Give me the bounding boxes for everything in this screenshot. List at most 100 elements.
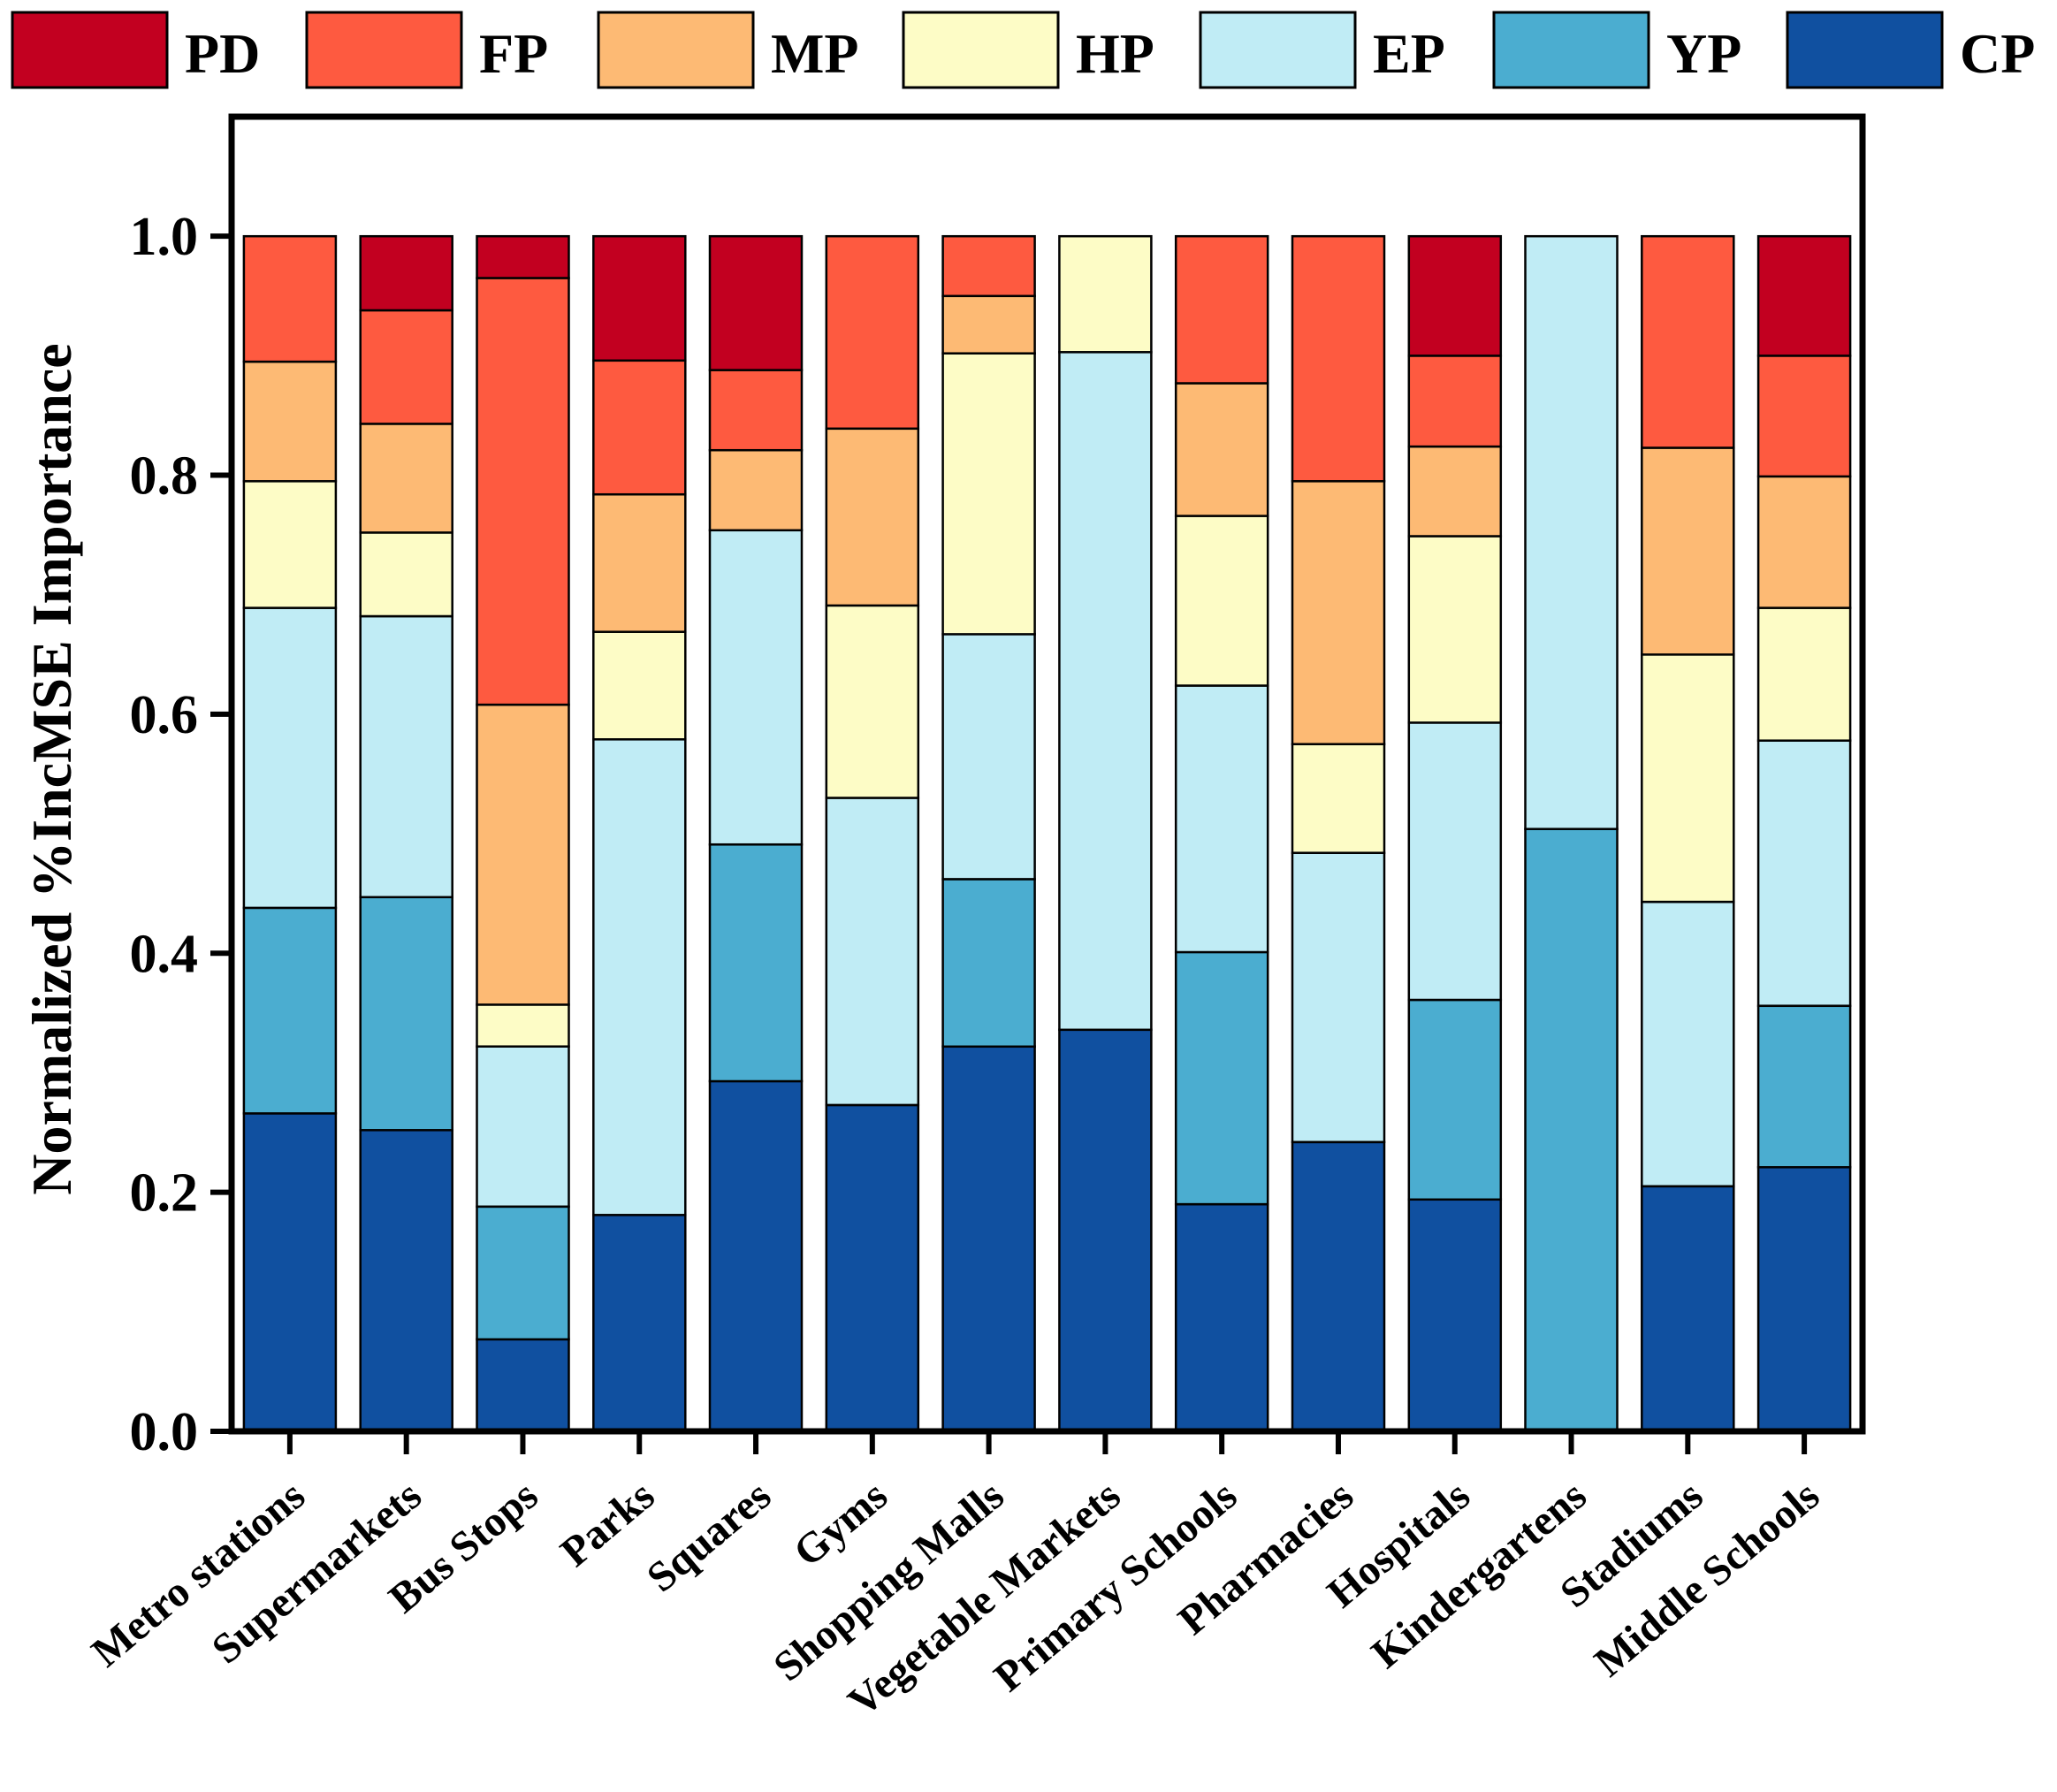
bar-segment-fp (1291, 234, 1386, 483)
legend-label: MP (771, 22, 859, 85)
bar-segment-hp (1407, 535, 1503, 724)
bar-segment-yp (1174, 950, 1269, 1206)
legend-swatch (11, 11, 169, 89)
bar-segment-yp (359, 896, 453, 1132)
bar-segment-cp (592, 1214, 687, 1433)
bar-segment-mp (476, 703, 570, 1006)
bar-segment-pd (1407, 234, 1503, 357)
bar-segment-ep (242, 606, 338, 910)
bar-stacks (242, 234, 1852, 1433)
bar-stack (1291, 234, 1386, 1433)
bar-segment-ep (476, 1045, 570, 1209)
bar-stack (592, 234, 687, 1433)
bar-segment-mp (825, 427, 920, 607)
legend-item-yp: YP (1492, 11, 1741, 89)
legend-swatch (1199, 11, 1357, 89)
legend-swatch (1492, 11, 1650, 89)
bar-segment-fp (1174, 234, 1269, 385)
bar-segment-pd (708, 234, 804, 371)
legend-item-fp: FP (305, 11, 548, 89)
legend-label: CP (1960, 22, 2035, 85)
bar-segment-hp (1174, 515, 1269, 687)
bar-segment-yp (1756, 1004, 1852, 1169)
bar-segment-fp (941, 234, 1036, 298)
y-axis: 0.0 0.2 0.4 0.6 0.8 1.0 (130, 207, 232, 1462)
x-tick-label: Squares (638, 1472, 780, 1601)
bar-stack (242, 234, 338, 1433)
bar-stack (708, 234, 804, 1433)
bar-segment-yp (1524, 827, 1619, 1433)
bar-segment-pd (592, 234, 687, 362)
bar-segment-cp (1756, 1165, 1852, 1433)
bar-segment-hp (359, 531, 453, 618)
bar-segment-yp (242, 906, 338, 1115)
bar-segment-cp (359, 1129, 453, 1433)
bar-segment-fp (359, 309, 453, 425)
bar-stack (1524, 234, 1619, 1433)
bar-segment-cp (1291, 1140, 1386, 1433)
bar-segment-mp (359, 423, 453, 534)
bar-segment-hp (592, 630, 687, 741)
y-tick-label: 0.6 (130, 685, 199, 745)
legend-item-pd: PD (11, 11, 260, 89)
y-tick-label: 1.0 (130, 207, 199, 267)
bar-segment-pd (1756, 234, 1852, 357)
bar-segment-ep (592, 738, 687, 1216)
y-tick-label: 0.4 (130, 924, 199, 984)
bar-stack (1641, 234, 1735, 1433)
bar-segment-mp (708, 448, 804, 532)
bar-segment-fp (1756, 355, 1852, 478)
legend-label: FP (479, 22, 548, 85)
bar-segment-yp (708, 843, 804, 1083)
bar-segment-cp (708, 1079, 804, 1433)
legend-label: PD (185, 22, 260, 85)
bar-segment-fp (242, 234, 338, 363)
bar-segment-ep (1058, 351, 1153, 1032)
legend-swatch (902, 11, 1060, 89)
bar-segment-fp (1641, 234, 1735, 449)
bar-segment-mp (1174, 382, 1269, 517)
bar-segment-hp (1291, 743, 1386, 854)
legend-item-cp: CP (1786, 11, 2035, 89)
bar-segment-ep (1174, 684, 1269, 954)
bar-segment-cp (476, 1338, 570, 1433)
bar-stack (476, 234, 570, 1433)
bar-segment-ep (825, 797, 920, 1107)
bar-segment-ep (1641, 900, 1735, 1188)
bar-segment-ep (1524, 234, 1619, 830)
bar-segment-yp (941, 878, 1036, 1049)
bar-segment-cp (1407, 1198, 1503, 1433)
bar-segment-mp (1291, 480, 1386, 745)
bar-segment-ep (708, 529, 804, 846)
bar-segment-yp (1407, 998, 1503, 1201)
legend-label: HP (1076, 22, 1154, 85)
bar-stack (1407, 234, 1503, 1433)
legend-swatch (1786, 11, 1944, 89)
bar-segment-mp (592, 492, 687, 633)
bar-segment-hp (1058, 234, 1153, 354)
bar-segment-cp (1174, 1202, 1269, 1433)
bar-segment-mp (1756, 475, 1852, 609)
bar-segment-ep (941, 633, 1036, 881)
legend: PD FP MP HP EP YP CP (11, 11, 2035, 89)
y-tick-label: 0.0 (130, 1402, 199, 1462)
legend-swatch (597, 11, 755, 89)
bar-stack (1756, 234, 1852, 1433)
bar-segment-fp (708, 369, 804, 452)
bar-segment-ep (1756, 739, 1852, 1007)
bar-segment-yp (476, 1205, 570, 1341)
bar-segment-hp (476, 1003, 570, 1048)
bar-segment-hp (1641, 653, 1735, 904)
bar-stack (359, 234, 453, 1433)
legend-swatch (305, 11, 463, 89)
bar-segment-mp (242, 360, 338, 483)
bar-segment-cp (1641, 1185, 1735, 1433)
legend-label: YP (1666, 22, 1741, 85)
bar-stack (941, 234, 1036, 1433)
bar-segment-hp (1756, 606, 1852, 742)
y-tick-label: 0.8 (130, 446, 199, 507)
bar-segment-hp (941, 352, 1036, 636)
bar-segment-ep (1291, 851, 1386, 1144)
